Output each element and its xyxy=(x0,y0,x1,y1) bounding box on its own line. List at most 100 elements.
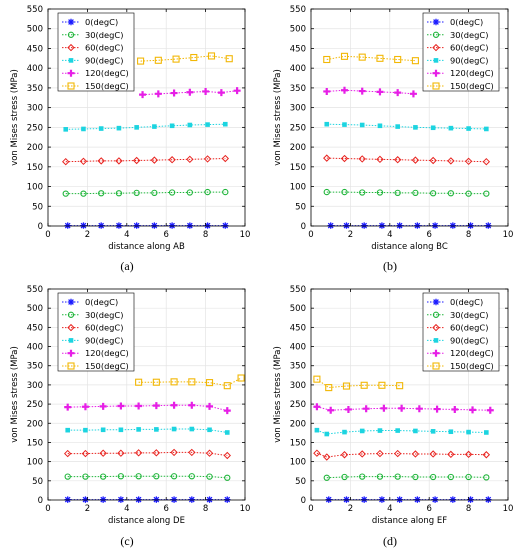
data-point xyxy=(152,124,157,129)
data-point xyxy=(323,453,331,461)
y-tick-label: 450 xyxy=(290,323,306,333)
y-tick-label: 200 xyxy=(27,419,43,429)
data-point xyxy=(340,154,349,163)
data-point xyxy=(358,155,366,163)
data-point xyxy=(139,91,147,99)
series-30degc xyxy=(64,473,231,481)
axes-frame xyxy=(47,288,246,501)
data-point xyxy=(207,52,216,60)
x-tick-label: 4 xyxy=(124,504,129,514)
x-tick-label: 8 xyxy=(203,230,208,240)
legend-entry: 90(degC) xyxy=(450,335,488,345)
data-point xyxy=(170,448,178,457)
legend-entry: 0(degC) xyxy=(450,17,483,27)
data-point xyxy=(340,52,349,60)
data-point xyxy=(150,156,159,164)
data-point xyxy=(171,426,177,432)
legend-marker xyxy=(67,31,75,38)
data-point xyxy=(362,405,370,413)
data-point xyxy=(342,429,347,435)
data-point xyxy=(360,381,368,389)
y-tick-label: 100 xyxy=(290,183,306,193)
data-point xyxy=(62,157,70,166)
data-point xyxy=(233,87,241,95)
data-point xyxy=(378,381,386,389)
series-30degc xyxy=(62,188,229,197)
x-tick-label: 4 xyxy=(387,230,392,240)
data-point xyxy=(340,86,348,94)
legend-entry: 0(degC) xyxy=(85,17,118,27)
x-tick-label: 2 xyxy=(85,504,90,514)
series-30degc xyxy=(323,188,490,197)
x-tick-label: 2 xyxy=(85,230,90,240)
legend-entry: 0(degC) xyxy=(85,297,118,307)
data-point xyxy=(448,429,454,435)
y-tick-label: 550 xyxy=(27,5,43,15)
legend: 0(degC) 30(degC) 60(degC) 90(degC) 120(degC)… xyxy=(422,292,500,372)
legend-marker xyxy=(432,18,440,26)
data-point xyxy=(222,188,229,196)
data-point xyxy=(188,378,196,386)
data-point xyxy=(411,57,419,65)
data-point xyxy=(170,378,178,386)
data-point xyxy=(398,404,406,412)
legend-entry: 30(degC) xyxy=(450,30,488,40)
legend-entry: 30(degC) xyxy=(85,310,123,320)
data-point xyxy=(169,123,175,129)
y-tick-label: 400 xyxy=(27,343,43,353)
legend: 0(degC) 30(degC) 60(degC) 90(degC) 120(degC)… xyxy=(57,12,135,92)
legend-marker xyxy=(433,338,439,343)
data-point xyxy=(394,473,401,480)
data-point xyxy=(168,156,176,164)
series-line xyxy=(65,158,226,163)
y-tick-label: 200 xyxy=(290,143,306,153)
series-line xyxy=(65,191,226,195)
legend-entry: 0(degC) xyxy=(450,297,483,307)
y-tick-label: 350 xyxy=(290,84,306,94)
chart-panel-a: 0 50 100 150 200 250 300 350 400 450 500 550 0 2 4 6 8 10… xyxy=(10,5,250,273)
x-tick-label: 0 xyxy=(308,504,313,514)
data-point xyxy=(98,190,105,197)
series-60degc xyxy=(62,154,230,166)
data-point xyxy=(223,407,231,415)
legend-entry: 120(degC) xyxy=(85,348,129,358)
series-90degc xyxy=(314,427,489,437)
data-point xyxy=(413,125,418,130)
data-point xyxy=(344,405,352,413)
y-tick-label: 100 xyxy=(290,458,306,468)
data-point xyxy=(359,428,365,434)
data-point xyxy=(152,402,160,410)
x-tick-label: 2 xyxy=(348,504,353,514)
data-point xyxy=(323,87,331,95)
data-point xyxy=(63,449,72,458)
legend-entry: 60(degC) xyxy=(85,43,123,53)
series-line xyxy=(326,157,487,163)
data-point xyxy=(447,157,455,165)
y-tick-label: 0 xyxy=(38,496,43,506)
data-point xyxy=(448,125,454,131)
legend-marker xyxy=(67,82,75,90)
data-point xyxy=(314,427,320,433)
legend-marker xyxy=(67,18,75,26)
data-point xyxy=(376,473,384,480)
legend-marker xyxy=(432,349,440,357)
series-150degc xyxy=(313,375,404,392)
data-point xyxy=(447,450,455,459)
data-point xyxy=(396,382,404,390)
data-point xyxy=(376,54,384,62)
data-point xyxy=(358,87,366,95)
y-tick-label: 500 xyxy=(27,304,43,314)
data-point xyxy=(342,382,351,390)
y-tick-label: 300 xyxy=(290,381,306,391)
legend-entry: 90(degC) xyxy=(85,55,123,65)
legend-entry: 60(degC) xyxy=(450,43,488,53)
data-point xyxy=(486,406,494,414)
data-point xyxy=(464,450,473,459)
series-90degc xyxy=(63,121,228,132)
data-point xyxy=(223,382,231,390)
data-point xyxy=(429,190,437,197)
legend-marker xyxy=(67,323,75,332)
data-point xyxy=(135,402,143,410)
legend-entry: 90(degC) xyxy=(450,55,488,65)
